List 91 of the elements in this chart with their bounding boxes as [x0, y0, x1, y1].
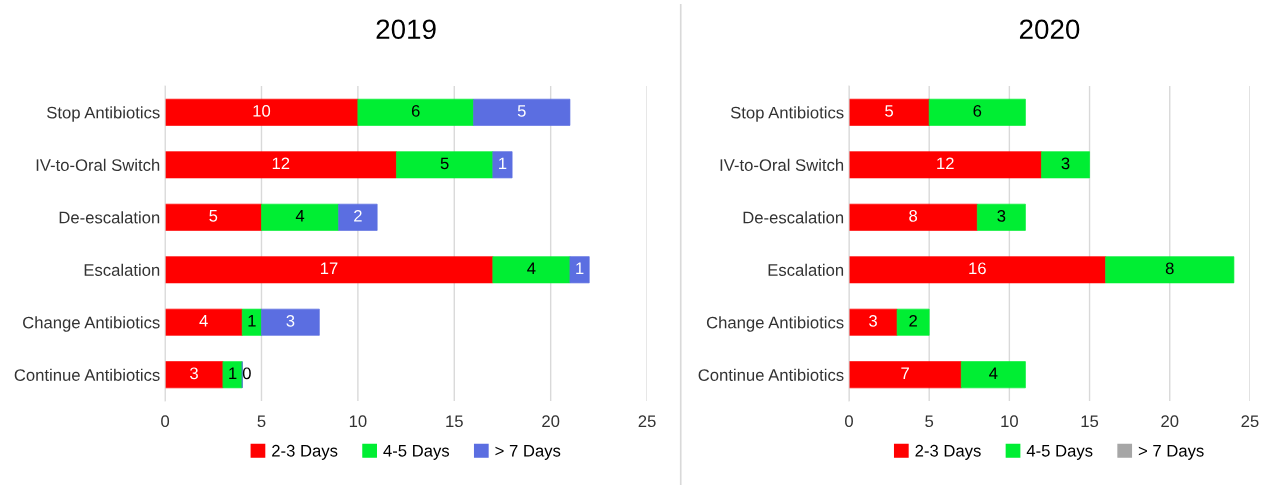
data-label: 5 [517, 105, 526, 117]
y-tick-label: De-escalation [743, 211, 844, 224]
data-label: 3 [1061, 157, 1070, 170]
x-tick-label: 0 [161, 415, 170, 428]
x-tick-label: 20 [1161, 415, 1179, 428]
bar [928, 98, 1026, 126]
y-tick-label: IV-to-Oral Switch [720, 158, 844, 171]
bar [1041, 151, 1090, 179]
data-label: 3 [286, 314, 295, 327]
legend-label: 2-3 Days [915, 444, 981, 460]
bar [165, 203, 262, 231]
bar [569, 256, 590, 284]
data-label: 5 [885, 105, 894, 117]
x-tick-label: 10 [1001, 415, 1018, 428]
data-label: 8 [1165, 262, 1174, 275]
x-tick-label: 25 [1241, 415, 1259, 428]
y-tick-label: Change Antibiotics [706, 316, 844, 332]
x-tick-label: 0 [845, 415, 853, 428]
y-tick-label: De-escalation [59, 211, 160, 224]
bar [357, 98, 474, 126]
bar [241, 308, 262, 336]
data-label: 2 [909, 314, 917, 327]
y-tick-label: Escalation [84, 263, 160, 276]
data-label: 1 [576, 262, 584, 275]
bar [848, 151, 1042, 179]
data-label: 4 [199, 315, 208, 327]
bar [492, 151, 513, 179]
chart-title: 2019 [376, 19, 436, 40]
data-label: 4 [527, 262, 536, 275]
bar [896, 308, 930, 336]
bar [396, 151, 494, 179]
x-tick-label: 5 [925, 415, 934, 428]
data-label: 0 [242, 367, 251, 380]
data-label: 10 [253, 104, 271, 117]
bar [165, 361, 224, 389]
y-tick-label: IV-to-Oral Switch [36, 158, 160, 171]
data-label: 4 [295, 210, 305, 222]
x-tick-label: 15 [446, 415, 463, 428]
x-tick-label: 25 [638, 415, 656, 428]
legend-label: 4-5 Days [1026, 445, 1093, 460]
data-label: 1 [229, 367, 237, 380]
bar [848, 256, 1106, 284]
bar [261, 203, 339, 231]
data-label: 12 [937, 157, 954, 170]
data-label: 3 [190, 367, 198, 380]
data-label: 8 [909, 209, 918, 222]
x-tick-label: 10 [349, 415, 367, 428]
y-tick-label: Continue Antibiotics [14, 368, 160, 381]
bar [165, 151, 397, 179]
data-label: 7 [901, 367, 909, 380]
data-label: 4 [989, 367, 998, 380]
bar [222, 361, 243, 389]
legend-label: > 7 Days [495, 445, 561, 460]
data-label: 6 [411, 104, 420, 117]
legend-label: 2-3 Days [272, 444, 338, 460]
data-label: 3 [869, 314, 877, 327]
bar [165, 308, 243, 336]
data-label: 6 [973, 104, 982, 117]
bar [960, 361, 1026, 389]
bar [848, 203, 978, 231]
bar [1105, 256, 1235, 284]
data-label: 17 [320, 262, 338, 275]
data-label: 2 [354, 209, 362, 222]
x-tick-label: 15 [1081, 415, 1099, 428]
data-label: 16 [969, 262, 986, 275]
y-tick-label: Escalation [768, 263, 844, 276]
data-label: 5 [440, 157, 449, 170]
bar [848, 98, 930, 126]
bar [492, 256, 571, 284]
data-label: 5 [209, 210, 218, 222]
y-tick-label: Stop Antibiotics [47, 106, 160, 122]
y-tick-label: Continue Antibiotics [698, 368, 844, 381]
bar [848, 361, 962, 389]
x-tick-label: 20 [542, 415, 560, 428]
y-tick-label: Stop Antibiotics [730, 106, 844, 122]
bar [165, 98, 359, 126]
bar [473, 98, 571, 126]
bar [338, 203, 378, 231]
chart-title: 2020 [1019, 19, 1080, 40]
data-label: 3 [997, 209, 1006, 222]
bar [848, 308, 898, 336]
bar [261, 308, 320, 336]
bar [976, 203, 1026, 231]
legend-label: 4-5 Days [383, 445, 450, 460]
x-tick-label: 5 [257, 415, 266, 428]
bar [165, 256, 494, 284]
data-label: 1 [499, 157, 507, 170]
data-label: 1 [248, 315, 256, 327]
data-label: 12 [272, 157, 290, 170]
y-tick-label: Change Antibiotics [23, 316, 160, 332]
legend-label: > 7 Days [1138, 445, 1204, 460]
